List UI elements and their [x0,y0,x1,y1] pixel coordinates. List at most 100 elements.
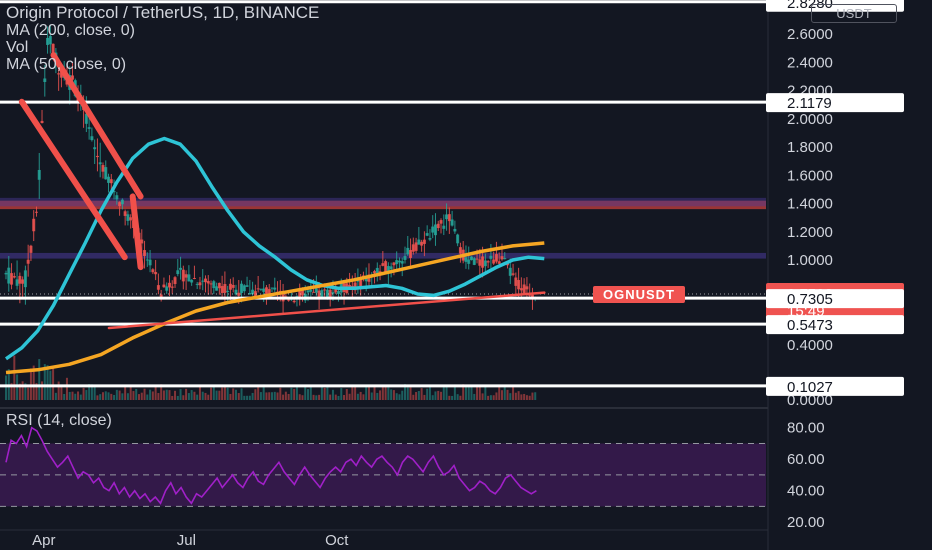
candle-body [364,276,368,282]
volume-bar [309,385,312,400]
rsi-legend[interactable]: RSI (14, close) [6,412,112,429]
volume-legend[interactable]: Vol [6,39,29,56]
ma200-legend[interactable]: MA (200, close, 0) [6,22,135,39]
volume-bar [174,390,177,400]
trendline [18,98,128,261]
volume-bar [337,395,340,400]
volume-bar [35,383,38,400]
volume-bar [201,391,204,400]
candle-body [447,214,451,222]
volume-bar [481,393,484,400]
volume-bar [196,394,199,400]
volume-bar [46,365,49,400]
price-label-box [766,0,904,12]
candle-body [181,269,185,282]
candle-body [392,262,396,266]
price-label-box [766,289,904,309]
candle-body [486,261,490,263]
volume-bar [351,386,354,400]
volume-bar [409,387,412,400]
candle-body [57,73,61,75]
candle-body [126,214,130,221]
candle-body [409,249,413,258]
volume-bar [254,389,257,400]
candle-body [84,113,88,124]
volume-bar [279,387,282,400]
rsi-line [5,426,537,505]
price-tick-label: 1.6000 [787,167,833,184]
candle-body [15,279,19,286]
candle-body [489,255,493,259]
volume-bar [157,393,160,400]
candle-body [195,283,199,285]
candle-body [381,263,385,266]
candle-body [373,271,377,274]
candle-body [320,290,324,298]
volume-bar [85,390,88,400]
candle-body [237,292,241,296]
candle-body [458,247,462,254]
volume-bar [82,387,85,400]
price-label-box [766,315,904,335]
volume-bar [57,381,60,400]
volume-bar [248,395,251,400]
volume-bar [420,388,423,400]
candle-body [312,291,316,293]
volume-bar [65,377,68,400]
candle-body [107,176,111,183]
volume-bar [514,392,517,400]
candle-body [450,219,454,226]
candle-body [120,199,124,205]
candle-body [494,254,498,262]
volume-bar [146,394,149,400]
candle-body [500,256,504,260]
candle-body [231,284,235,288]
volume-bar [176,395,179,400]
candle-body [445,214,449,220]
volume-bar [273,391,276,400]
volume-bar [531,392,534,400]
volume-bar [54,392,57,400]
candle-body [32,218,36,232]
ma50-legend[interactable]: MA (50, close, 0) [6,56,127,73]
volume-bar [312,394,315,400]
volume-bar [259,392,262,400]
volume-bar [246,395,249,400]
candle-body [29,245,33,253]
candle-body [234,289,238,295]
volume-bar [93,386,96,400]
candle-body [176,270,180,275]
volume-bar [90,384,93,400]
candle-body [165,286,169,291]
volume-bar [428,387,431,400]
volume-bar [151,391,154,400]
volume-bar [456,394,459,400]
volume-bar [129,385,132,400]
volume-bar [107,392,110,400]
candle-body [242,285,246,292]
candle-body [273,287,277,290]
candle-body [173,277,177,284]
candle-body [530,294,534,298]
candle-body [270,287,274,289]
currency-badge[interactable]: USDT [811,4,897,23]
candle-body [23,270,27,288]
candle-body [159,294,163,298]
candle-body [71,75,74,80]
volume-bar [489,395,492,400]
volume-bar [88,384,91,400]
volume-bar [271,392,273,400]
price-tick-label: 1.8000 [787,139,833,156]
candles-group [4,24,537,400]
volume-bar [71,391,74,400]
volume-bar [74,393,77,400]
volume-bar [453,384,456,400]
volume-bar [282,394,285,400]
candle-body [21,279,25,284]
volume-bar [29,368,32,400]
volume-bar [398,394,401,400]
volume-bar [387,386,390,400]
symbol-tag: OGNUSDT [593,286,685,303]
